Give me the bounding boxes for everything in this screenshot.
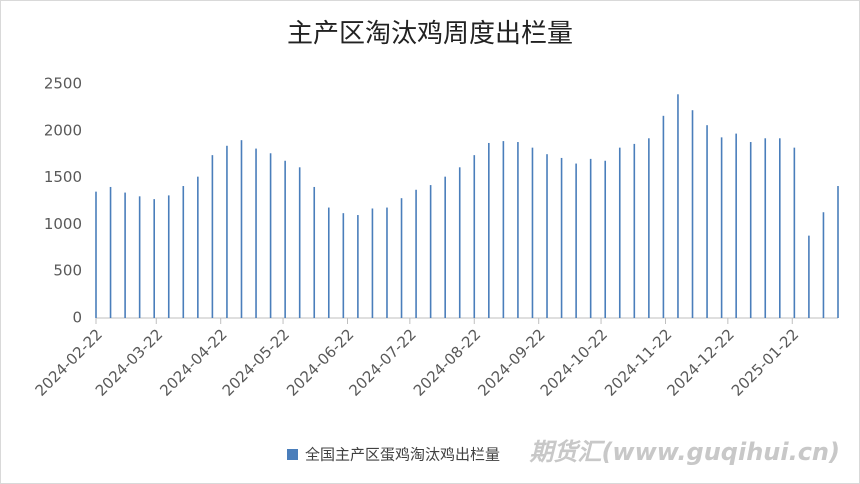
bar <box>531 147 534 318</box>
bar <box>444 176 446 318</box>
bar <box>837 186 839 318</box>
bar <box>677 94 679 319</box>
bar <box>386 207 388 318</box>
bar <box>429 185 432 318</box>
bar <box>269 153 272 318</box>
bar <box>458 167 461 318</box>
bar <box>167 195 170 318</box>
bar <box>342 213 345 318</box>
y-tick-label: 2000 <box>44 121 82 139</box>
bar <box>575 163 577 318</box>
bar <box>793 147 796 318</box>
bar <box>226 145 228 318</box>
bar <box>211 155 214 318</box>
bar <box>182 186 185 318</box>
bar <box>546 154 548 318</box>
bar <box>298 167 301 318</box>
y-tick-label: 500 <box>53 262 82 280</box>
bar <box>720 137 723 318</box>
bar <box>648 138 650 318</box>
bar <box>808 235 810 318</box>
bar <box>764 138 767 318</box>
bar <box>502 141 505 318</box>
bar <box>517 142 519 318</box>
bar <box>691 110 694 318</box>
bar <box>284 160 286 318</box>
legend-label: 全国主产区蛋鸡淘汰鸡出栏量 <box>305 446 500 464</box>
y-tick-label: 2500 <box>44 75 82 93</box>
bar <box>779 138 781 318</box>
legend-swatch <box>287 449 298 460</box>
bar <box>240 140 243 318</box>
bar <box>109 186 112 318</box>
bar <box>749 142 752 318</box>
bar <box>633 143 636 318</box>
watermark: 期货汇(www.guqihui.cn) <box>528 438 840 466</box>
y-tick-label: 1000 <box>44 215 82 233</box>
bar <box>255 148 257 318</box>
bar <box>327 207 330 318</box>
bar <box>735 133 737 318</box>
bar <box>357 215 359 318</box>
bar <box>313 186 316 318</box>
bar <box>488 142 490 318</box>
bar <box>400 198 403 318</box>
bar <box>604 160 607 318</box>
bar <box>124 192 126 318</box>
bar <box>662 115 665 318</box>
bar <box>153 199 155 318</box>
bar <box>822 212 825 318</box>
bar <box>473 155 476 318</box>
chart-title: 主产区淘汰鸡周度出栏量 <box>287 19 573 49</box>
bar <box>138 196 141 318</box>
bar <box>706 125 708 319</box>
bar <box>197 176 199 318</box>
bar <box>415 189 417 318</box>
bar <box>95 191 97 318</box>
bar <box>618 147 621 318</box>
y-tick-label: 0 <box>72 309 82 327</box>
bar <box>371 208 374 318</box>
bar <box>589 158 592 318</box>
y-tick-label: 1500 <box>44 168 82 186</box>
bar <box>560 157 563 318</box>
